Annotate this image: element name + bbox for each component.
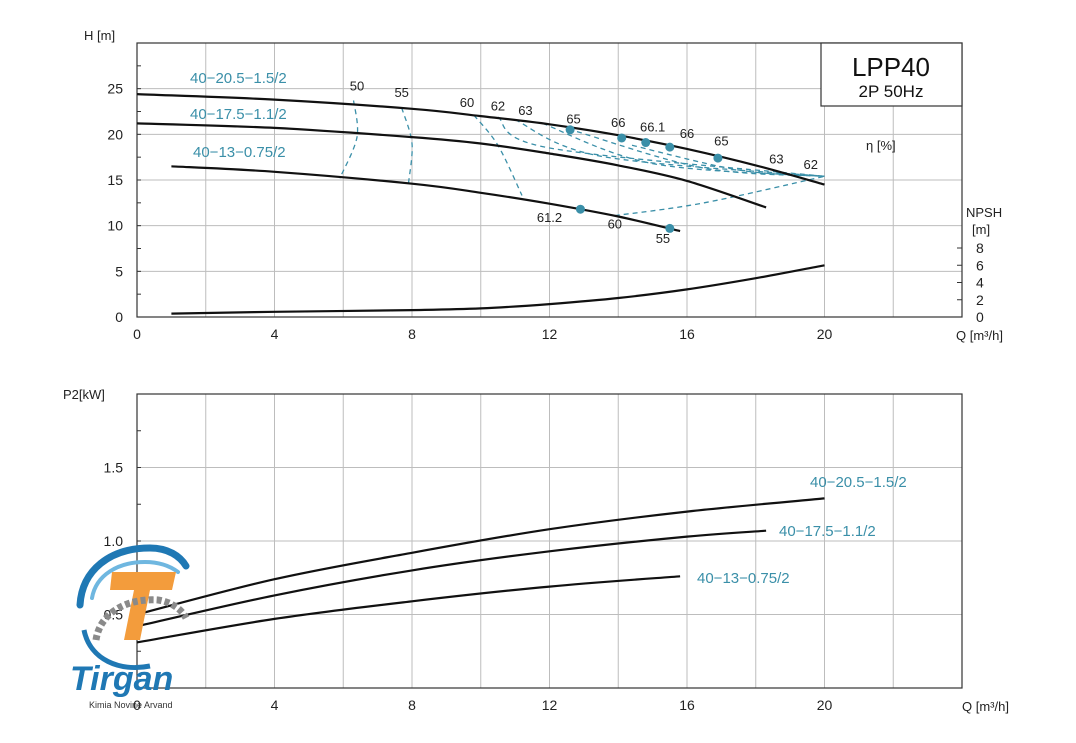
efficiency-label: 66	[680, 126, 694, 141]
efficiency-label: 62	[804, 157, 818, 172]
x-tick-label: 8	[408, 697, 416, 713]
model-box	[820, 42, 963, 107]
series-label: 40−13−0.75/2	[697, 570, 790, 587]
efficiency-label: 50	[350, 78, 364, 93]
y-tick-label: 10	[107, 218, 123, 234]
series-label: 40−13−0.75/2	[193, 144, 286, 161]
logo-wordmark: Tirgan	[70, 660, 173, 698]
power-curve	[136, 529, 767, 628]
logo-tagline: Kimia Novine Arvand	[89, 700, 173, 710]
x-tick-label: 4	[271, 326, 279, 342]
efficiency-point	[575, 204, 585, 214]
npsh-axis-unit: [m]	[972, 222, 990, 237]
npsh-curve	[171, 264, 825, 315]
efficiency-unit: η [%]	[866, 138, 896, 153]
efficiency-label: 66	[611, 115, 625, 130]
npsh-tick-label: 8	[976, 240, 984, 256]
x-tick-label: 8	[408, 326, 416, 342]
efficiency-label: 63	[518, 103, 532, 118]
x-tick-label: 0	[133, 326, 141, 342]
power-chart: 0 4 8 12 16 200.51.01.5P2[kW]Q [m³/h]40−20.5−…	[63, 387, 1009, 714]
head-curve	[136, 122, 767, 209]
y-tick-label: 0	[115, 309, 123, 325]
y-tick-label: 1.5	[104, 460, 124, 476]
y-tick-label: 20	[107, 126, 123, 142]
iso-efficiency-curve	[614, 175, 825, 217]
power-curve	[136, 497, 825, 616]
efficiency-label: 62	[491, 99, 505, 114]
x-tick-label: 20	[817, 697, 833, 713]
efficiency-label: 60	[460, 95, 474, 110]
efficiency-label: 66.1	[640, 120, 665, 135]
efficiency-point	[713, 153, 723, 163]
efficiency-label: 65	[566, 111, 580, 126]
model-subtitle: 2P 50Hz	[859, 82, 924, 101]
logo-swoosh-lower	[81, 629, 151, 670]
x-tick-label: 20	[817, 326, 833, 342]
efficiency-label: 61.2	[537, 210, 562, 225]
efficiency-point	[641, 138, 651, 148]
power-curve	[136, 575, 681, 644]
tirgan-logo: Tirgan Kimia Novine Arvand	[70, 544, 190, 710]
efficiency-label: 65	[714, 133, 728, 148]
x-tick-label: 12	[542, 697, 558, 713]
efficiency-point	[665, 142, 675, 152]
series-label: 40−20.5−1.5/2	[810, 474, 907, 491]
iso-efficiency-curve	[401, 107, 413, 183]
y-tick-label: 15	[107, 172, 123, 188]
head-curve	[136, 93, 825, 186]
efficiency-label: 55	[656, 231, 670, 246]
x-tick-label: 16	[679, 326, 695, 342]
logo-swoosh	[76, 544, 190, 609]
efficiency-point	[565, 125, 575, 135]
x-tick-label: 4	[271, 697, 279, 713]
iso-efficiency-curve	[497, 116, 825, 177]
iso-efficiency-curve	[631, 144, 825, 177]
head-curve	[171, 165, 681, 233]
series-label: 40−17.5−1.1/2	[190, 106, 287, 123]
npsh-tick-label: 4	[976, 275, 984, 291]
model-title: LPP40	[852, 52, 930, 82]
y-tick-label: 1.0	[104, 533, 124, 549]
npsh-tick-label: 2	[976, 292, 984, 308]
y-axis-title: P2[kW]	[63, 387, 105, 402]
series-label: 40−20.5−1.5/2	[190, 70, 287, 87]
logo-gear-arc	[92, 596, 190, 641]
x-axis-title: Q [m³/h]	[956, 328, 1003, 343]
x-tick-label: 12	[542, 326, 558, 342]
iso-efficiency-curve	[339, 100, 359, 179]
x-tick-label: 0	[133, 697, 141, 713]
y-axis-title: H [m]	[84, 28, 115, 43]
efficiency-point	[617, 133, 627, 143]
npsh-tick-label: 6	[976, 257, 984, 273]
efficiency-label: 60	[608, 216, 622, 231]
y-tick-label: 5	[115, 263, 123, 279]
efficiency-label: 55	[394, 85, 408, 100]
logo-swoosh-inner	[90, 559, 180, 600]
x-tick-label: 16	[679, 697, 695, 713]
iso-efficiency-curve	[576, 130, 825, 177]
npsh-axis-title: NPSH	[966, 205, 1002, 220]
series-label: 40−17.5−1.1/2	[779, 523, 876, 540]
efficiency-point	[665, 223, 675, 233]
y-tick-label: 25	[107, 81, 123, 97]
x-axis-title: Q [m³/h]	[962, 699, 1009, 714]
npsh-tick-label: 0	[976, 309, 984, 325]
logo-letter-t	[110, 572, 176, 640]
efficiency-label: 63	[769, 152, 783, 167]
